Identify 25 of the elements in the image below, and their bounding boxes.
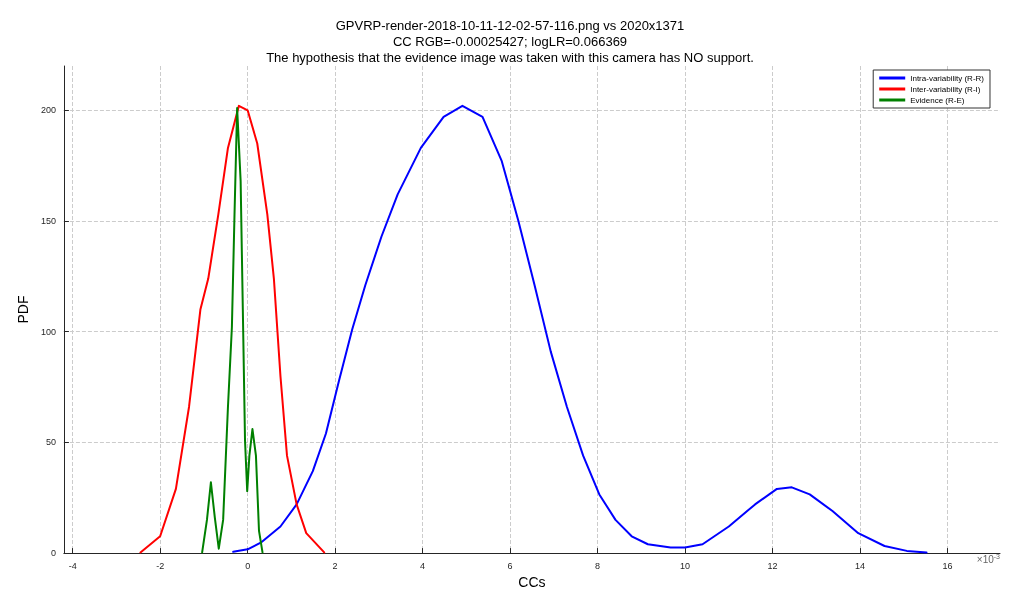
y-tick-label: 150 (40, 215, 56, 226)
line-series (232, 104, 928, 554)
x-tick-label: 6 (507, 560, 513, 571)
x-tick-label: 4 (420, 560, 426, 571)
x-tick-label: -2 (156, 560, 165, 571)
x-tick-label: 16 (942, 560, 953, 571)
y-tick-label: 0 (50, 548, 56, 559)
x-axis-title: CCs (518, 574, 546, 590)
legend-label: Inter-variability (R-I) (910, 84, 981, 94)
legend-label: Intra-variability (R-R) (910, 73, 985, 83)
x-tick-label: -4 (68, 560, 77, 571)
x-tick-label: 0 (245, 560, 251, 571)
y-tick-label: 100 (40, 326, 56, 337)
legend-label: Evidence (R-E) (910, 95, 965, 105)
y-tick-label: 50 (45, 437, 56, 448)
y-tick-label: 200 (40, 105, 56, 116)
y-axis-title: PDF (15, 295, 31, 324)
x-tick-label: 14 (855, 560, 866, 571)
x-tick-label: 12 (767, 560, 778, 571)
chart-title: GPVRP-render-2018-10-11-12-02-57-116.png vs 2020x1371 CC RGB=-0.00025427; logLR=0.066369 The hypothesis that the evidence image was taken with this camera has NO support. (266, 17, 754, 65)
x-tick-label: 2 (332, 560, 338, 571)
x-tick-label: 10 (680, 560, 691, 571)
line-series (139, 104, 326, 554)
x-tick-label: 8 (595, 560, 601, 571)
line-series (201, 107, 264, 554)
